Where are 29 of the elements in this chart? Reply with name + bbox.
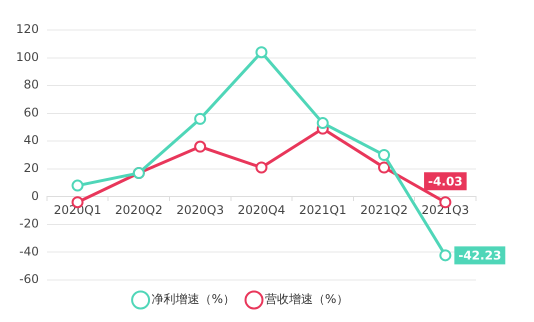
y-tick-label: 120 (16, 22, 39, 36)
y-tick-label: 100 (16, 50, 39, 64)
x-tick-label: 2020Q3 (176, 202, 224, 217)
data-label: -42.23 (458, 248, 502, 262)
legend-label: 营收增速（%） (265, 292, 348, 306)
y-tick-label: 0 (31, 188, 39, 203)
point (378, 149, 390, 161)
point (439, 249, 452, 262)
point (194, 140, 206, 153)
x-tick-label: 2021Q1 (298, 202, 347, 217)
y-tick-label: 80 (24, 78, 39, 92)
point (255, 162, 268, 174)
y-tick-label: -60 (19, 272, 39, 286)
point (72, 180, 84, 192)
point (378, 162, 390, 174)
y-tick-label: 60 (24, 105, 39, 120)
point (255, 46, 268, 58)
x-tick-label: 2020Q2 (115, 202, 163, 217)
point (316, 117, 329, 130)
y-tick-label: 40 (24, 133, 39, 148)
x-tick-label: 2021Q3 (422, 202, 470, 217)
x-tick-label: 2020Q4 (238, 202, 286, 217)
data-label: -4.03 (428, 174, 463, 188)
point (194, 112, 206, 125)
y-tick-label: -20 (19, 216, 39, 231)
y-tick-label: -40 (19, 244, 39, 258)
legend-label: 净利增速（%） (152, 292, 236, 306)
x-tick-label: 2021Q2 (360, 202, 408, 217)
y-tick-label: 20 (24, 161, 39, 176)
